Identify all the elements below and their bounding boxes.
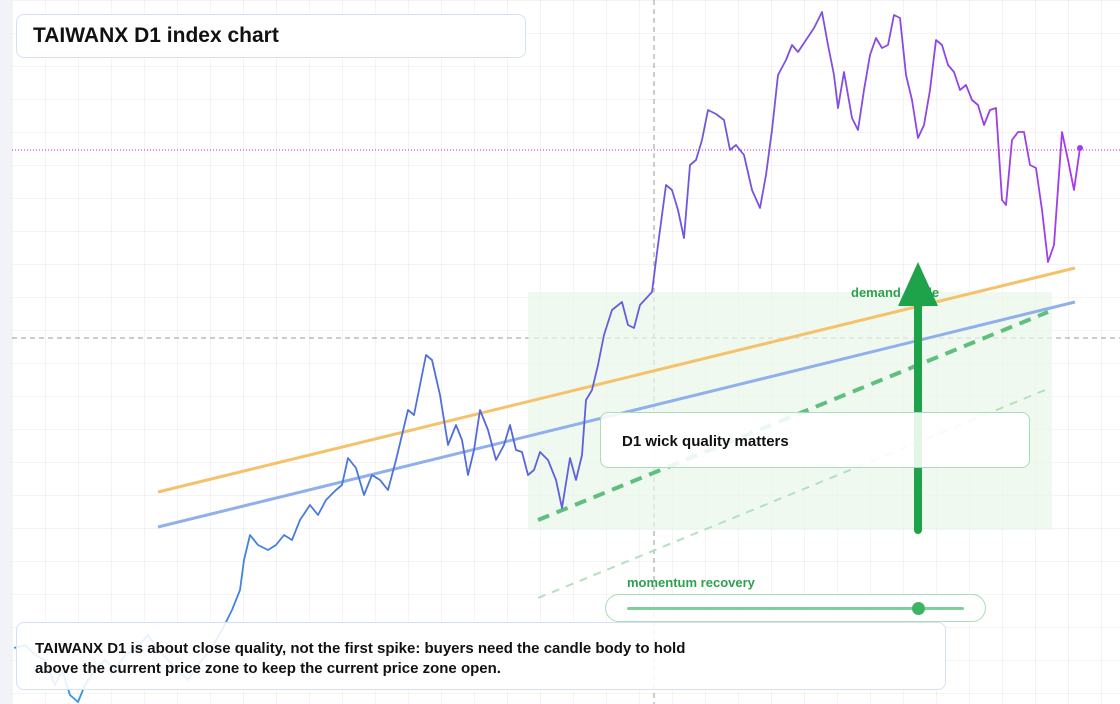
overlay-line [537,387,1051,599]
note-box: D1 wick quality matters [600,412,1030,468]
arrow-head [898,262,938,306]
slider[interactable] [605,594,986,622]
caption-line: TAIWANX D1 is about close quality, not t… [35,640,686,657]
left-strip [0,0,12,704]
caption: TAIWANX D1 is about close quality, not t… [35,639,685,679]
price-line [13,11,1081,703]
slider-track [627,607,964,610]
overlay-line [537,310,1049,522]
note: D1 wick quality matters [622,433,789,450]
slider-label: momentum recovery [627,575,755,590]
chart-title: TAIWANX D1 index chart [33,24,279,47]
last-point [1077,145,1083,151]
caption-line: above the current price zone to keep the… [35,660,501,677]
title-box: TAIWANX D1 index chart [16,14,526,58]
slider-knob[interactable] [912,602,925,615]
caption-box: TAIWANX D1 is about close quality, not t… [16,622,946,690]
